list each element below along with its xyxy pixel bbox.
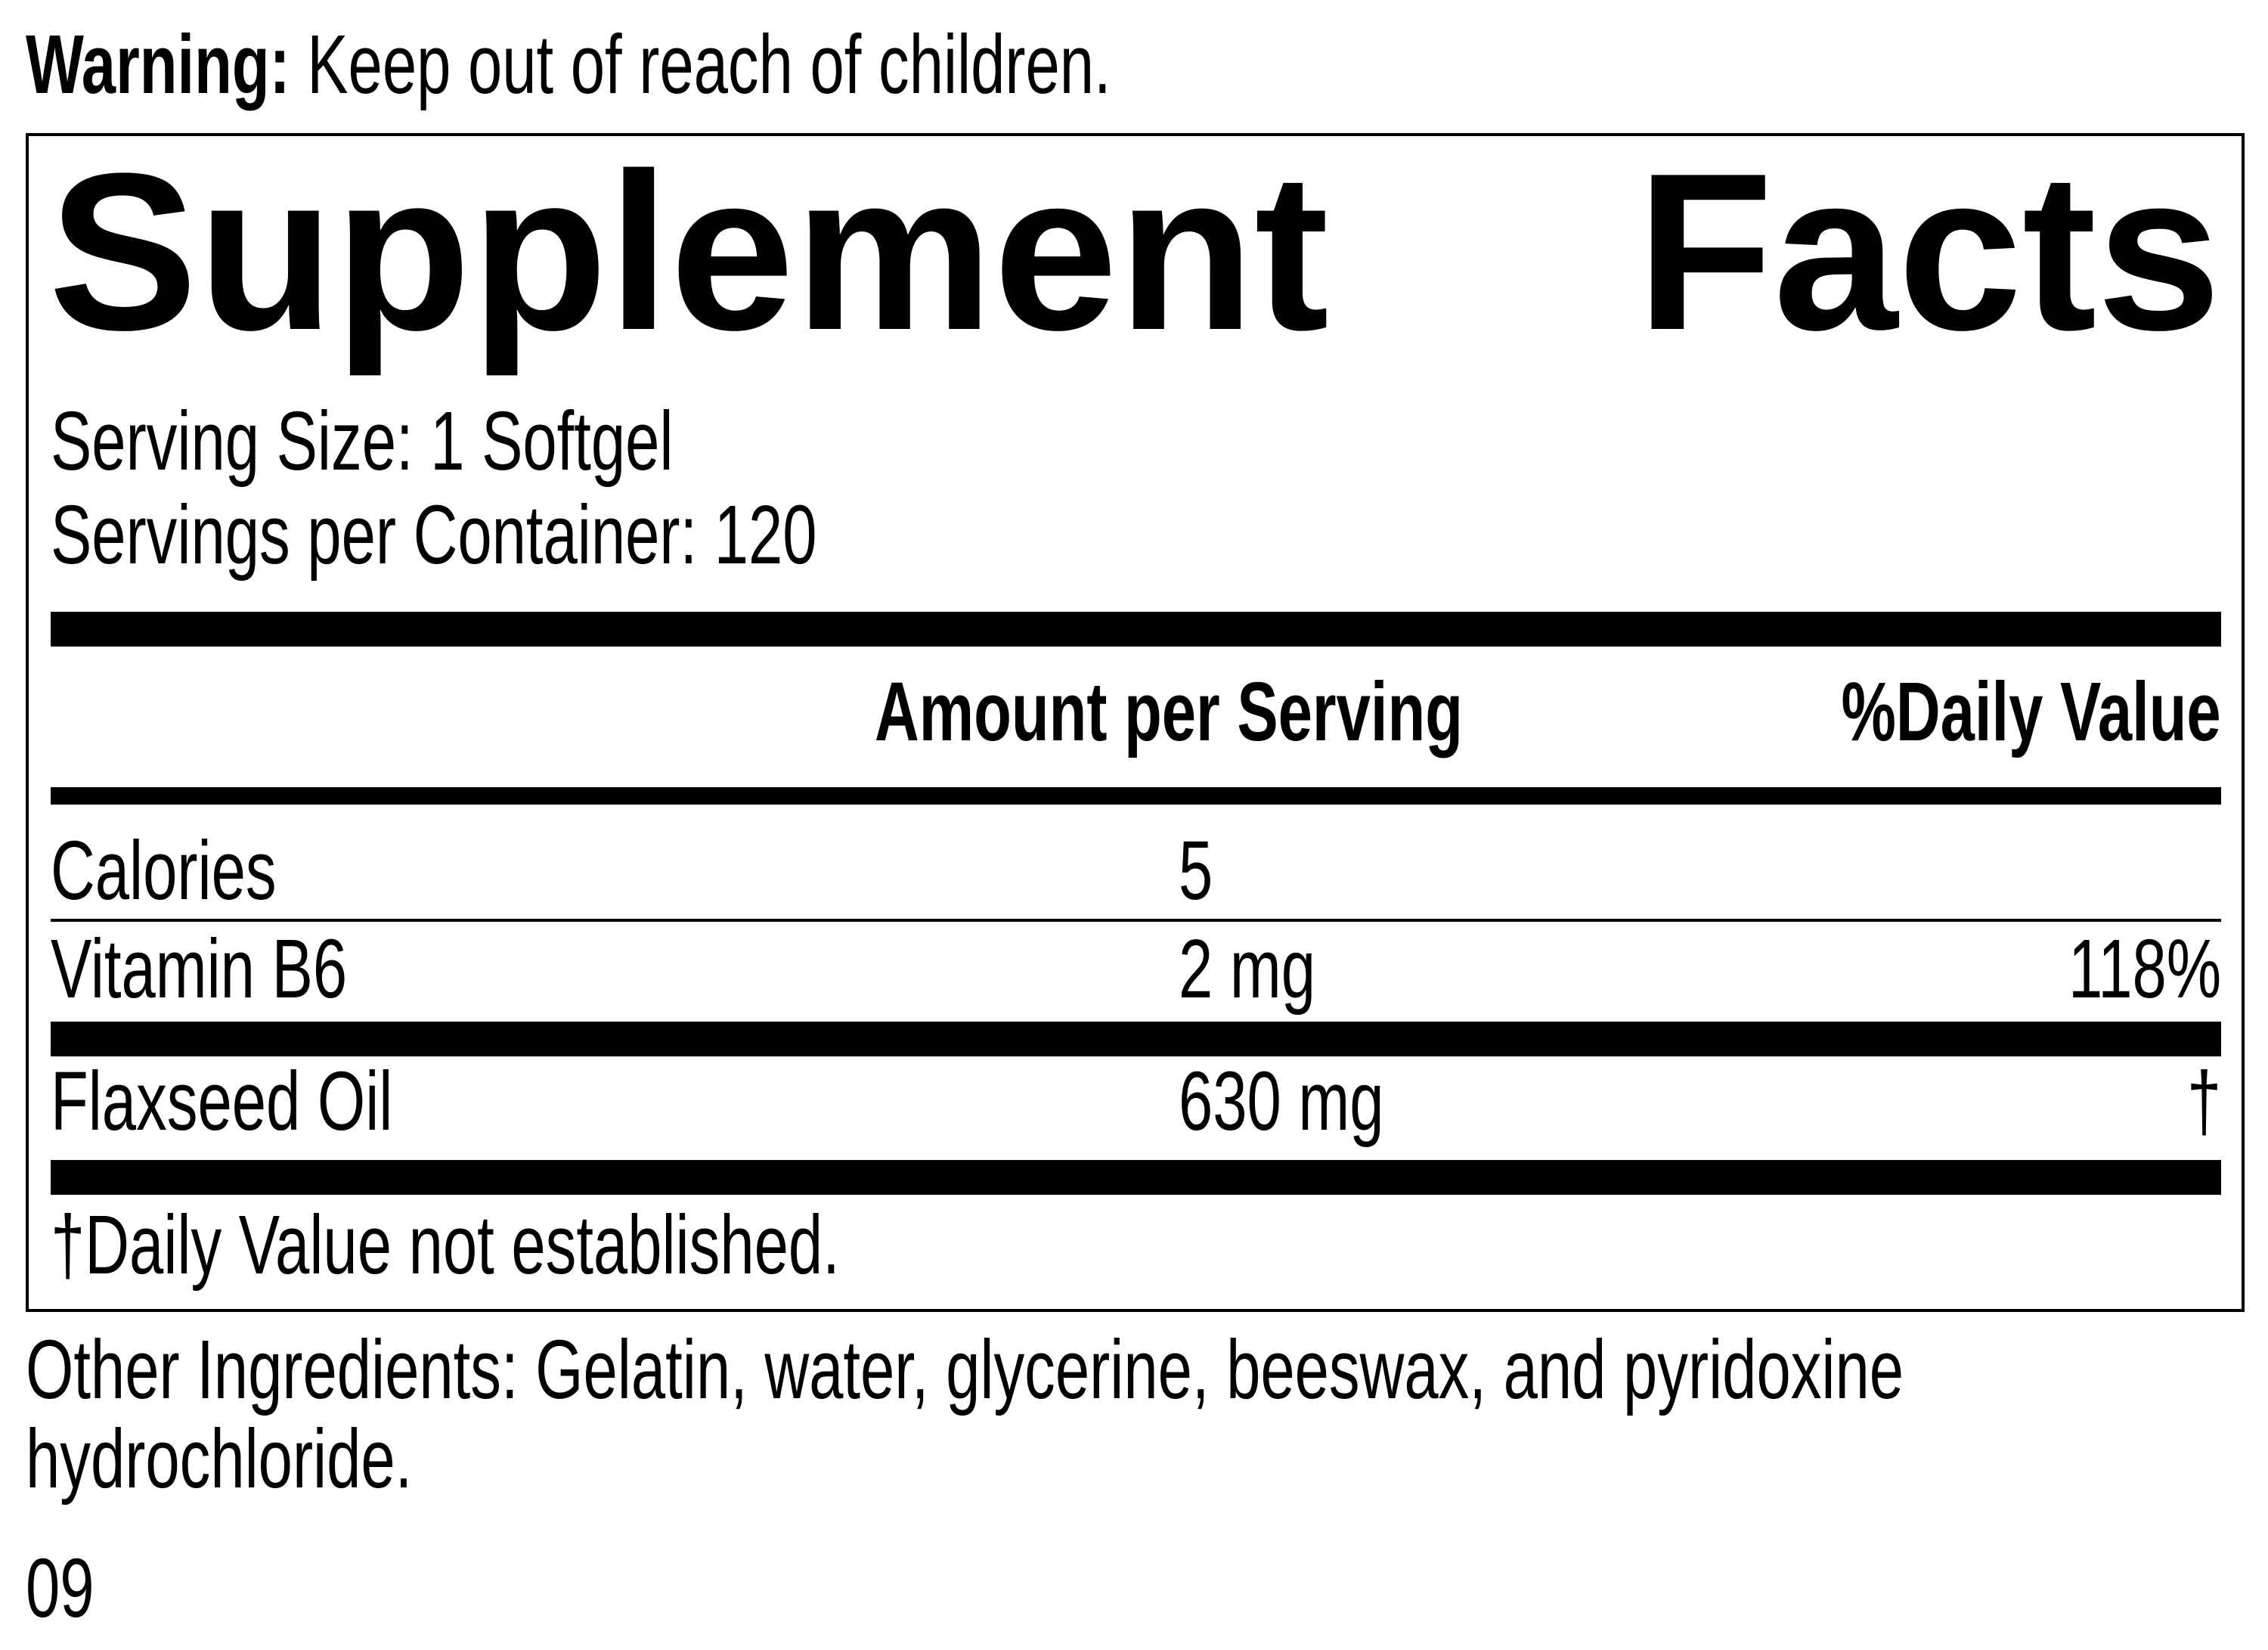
warning-label: Warning: — [26, 18, 290, 111]
thin-divider — [51, 919, 2221, 922]
warning-text: Warning: Keep out of reach of children. — [26, 23, 1111, 107]
supplement-facts-panel — [26, 133, 2245, 1312]
thick-divider — [51, 1160, 2221, 1195]
nutrient-name: Flaxseed Oil — [51, 1055, 393, 1148]
column-header-amount: Amount per Serving — [875, 665, 1463, 758]
column-header-daily-value: %Daily Value — [1841, 665, 2221, 758]
nutrient-daily-value: † — [2186, 1055, 2221, 1148]
nutrient-daily-value: 118% — [2068, 923, 2221, 1016]
servings-per-container: Servings per Container: 120 — [51, 488, 817, 582]
nutrient-amount: 5 — [1179, 824, 1213, 917]
warning-message: Keep out of reach of children. — [290, 18, 1111, 111]
panel-title-word2: Facts — [1636, 126, 2221, 377]
medium-divider — [51, 787, 2221, 805]
nutrient-amount: 2 mg — [1179, 923, 1315, 1016]
panel-title-word1: Supplement — [48, 126, 1329, 377]
nutrient-name: Vitamin B6 — [51, 923, 348, 1016]
footnote: †Daily Value not established. — [51, 1199, 840, 1292]
nutrient-amount: 630 mg — [1179, 1055, 1384, 1148]
other-ingredients-line2: hydrochloride. — [26, 1413, 413, 1506]
thick-divider — [51, 1022, 2221, 1056]
thick-divider — [51, 612, 2221, 647]
other-ingredients-line1: Other Ingredients: Gelatin, water, glyce… — [26, 1323, 1904, 1416]
nutrient-name: Calories — [51, 824, 277, 917]
serving-size: Serving Size: 1 Softgel — [51, 395, 674, 488]
product-code: 09 — [26, 1542, 94, 1635]
